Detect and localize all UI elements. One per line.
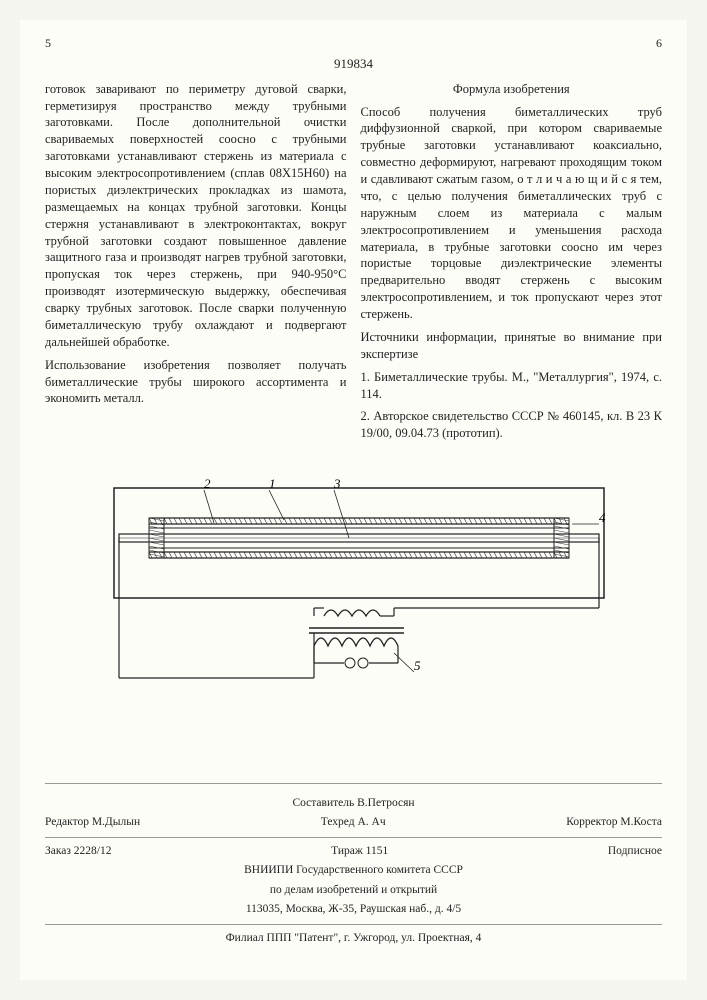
separator-1 — [45, 837, 662, 838]
document-number: 919834 — [45, 55, 662, 73]
technical-diagram: 1 2 3 4 5 — [45, 478, 662, 703]
page-right: 6 — [656, 35, 662, 51]
org-1: ВНИИПИ Государственного комитета СССР — [45, 863, 662, 879]
corrector: Корректор М.Коста — [566, 815, 662, 831]
right-para-1: Способ получения биметаллических труб ди… — [361, 104, 663, 323]
sources-title: Источники информации, принятые во вниман… — [361, 329, 663, 363]
address: 113035, Москва, Ж-35, Раушская наб., д. … — [45, 902, 662, 918]
compiler: Составитель В.Петросян — [45, 796, 662, 812]
svg-text:3: 3 — [333, 478, 341, 491]
editorial-row: Редактор М.Дылын Техред А. Ач Корректор … — [45, 815, 662, 831]
org-2: по делам изобретений и открытий — [45, 883, 662, 899]
subscription: Подписное — [608, 844, 662, 860]
page-numbers: 5 6 — [45, 35, 662, 51]
svg-text:2: 2 — [204, 478, 211, 491]
left-para-2: Использование изобретения позволяет полу… — [45, 357, 347, 408]
source-2: 2. Авторское свидетельство СССР № 460145… — [361, 408, 663, 442]
left-column: готовок заваривают по периметру дуговой … — [45, 81, 347, 449]
svg-text:5: 5 — [414, 658, 421, 673]
footer-block: Составитель В.Петросян Редактор М.Дылын … — [45, 783, 662, 947]
tirage: Тираж 1151 — [331, 844, 388, 860]
branch: Филиал ППП "Патент", г. Ужгород, ул. Про… — [45, 931, 662, 947]
diagram-svg: 1 2 3 4 5 — [94, 478, 614, 698]
text-columns: готовок заваривают по периметру дуговой … — [45, 81, 662, 449]
print-row: Заказ 2228/12 Тираж 1151 Подписное — [45, 844, 662, 860]
formula-title: Формула изобретения — [361, 81, 663, 98]
left-para-1: готовок заваривают по периметру дуговой … — [45, 81, 347, 351]
svg-text:4: 4 — [599, 510, 606, 525]
patent-page: 5 6 919834 готовок заваривают по перимет… — [20, 20, 687, 980]
page-left: 5 — [45, 35, 51, 51]
order: Заказ 2228/12 — [45, 844, 112, 860]
separator-2 — [45, 924, 662, 925]
right-column: Формула изобретения Способ получения бим… — [361, 81, 663, 449]
editor: Редактор М.Дылын — [45, 815, 140, 831]
source-1: 1. Биметаллические трубы. М., "Металлург… — [361, 369, 663, 403]
techred: Техред А. Ач — [321, 815, 386, 831]
svg-text:1: 1 — [269, 478, 276, 491]
